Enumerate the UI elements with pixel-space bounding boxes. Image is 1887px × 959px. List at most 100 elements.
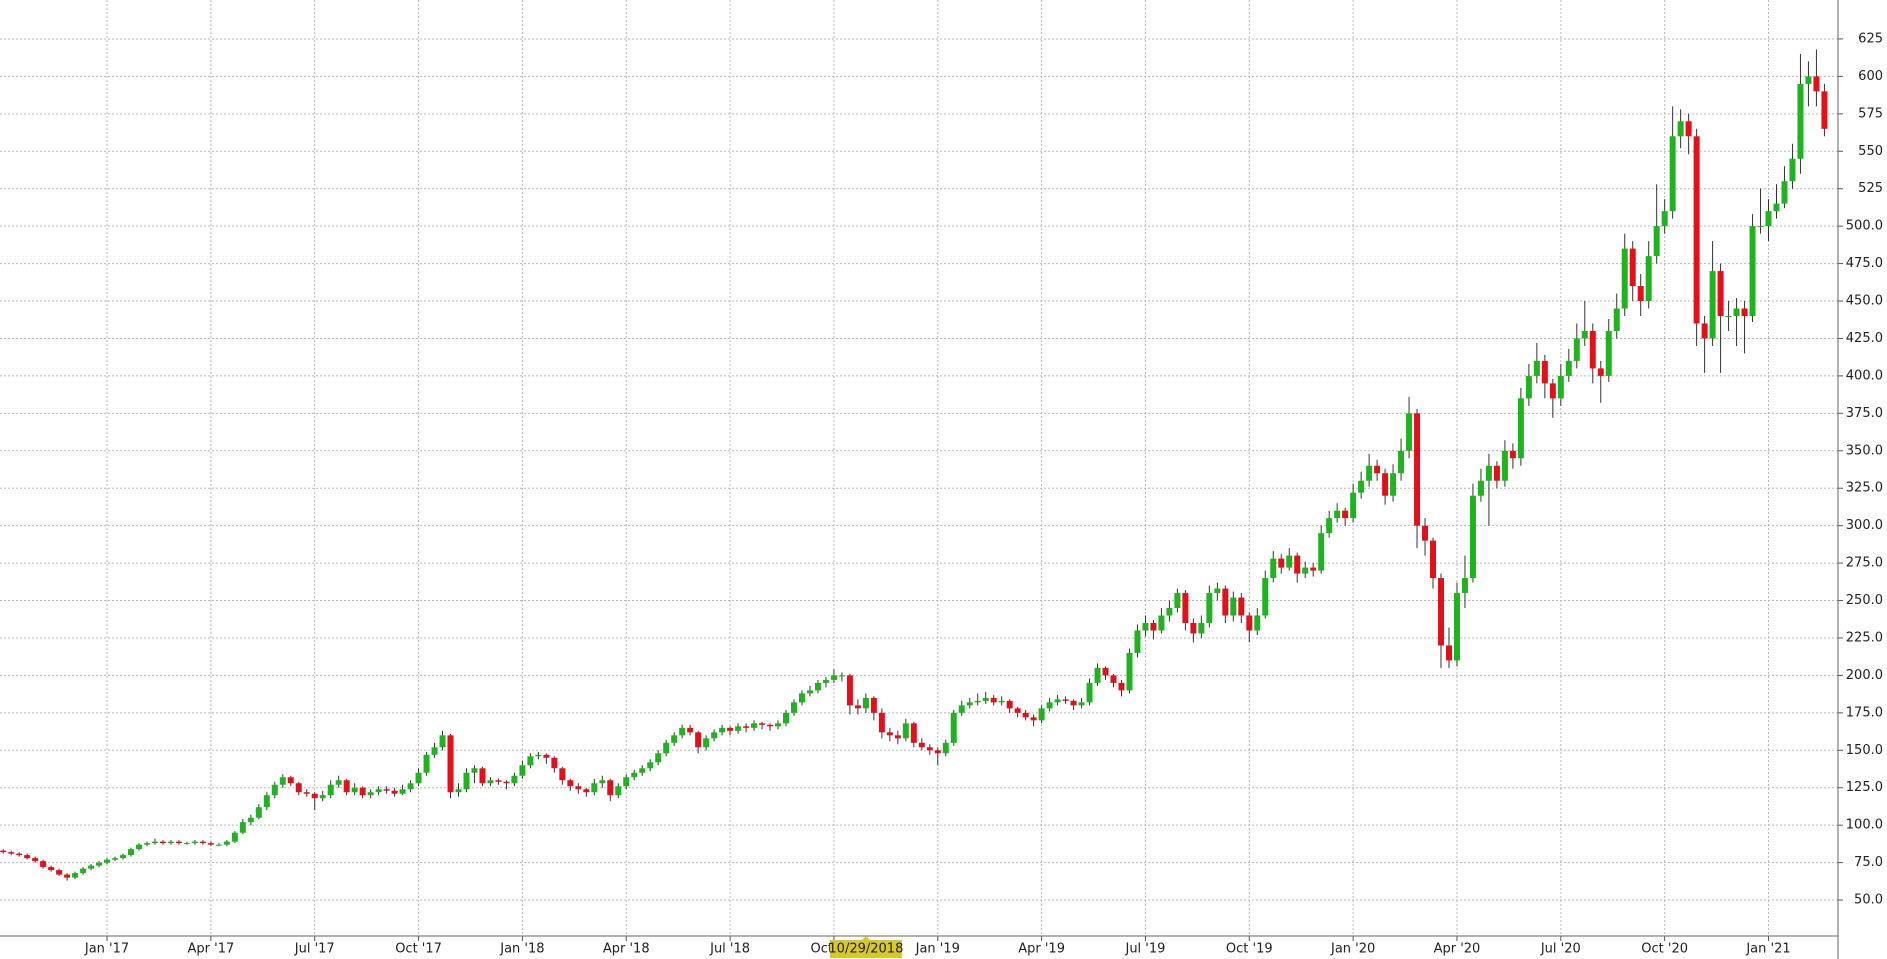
x-tick-label: Apr '18 bbox=[603, 942, 650, 957]
x-tick-label: Apr '19 bbox=[1018, 942, 1065, 957]
candle-body bbox=[287, 777, 294, 784]
candle-body bbox=[415, 772, 422, 784]
candle-body bbox=[870, 697, 877, 713]
y-tick-label: 450.0 bbox=[1846, 294, 1883, 309]
candle-body bbox=[1294, 555, 1301, 574]
candle-body bbox=[1142, 623, 1149, 631]
candle-body bbox=[583, 789, 590, 793]
candle-body bbox=[1525, 375, 1532, 399]
candle-body bbox=[1366, 465, 1373, 481]
candle-body bbox=[1717, 271, 1724, 316]
y-tick-label: 575 bbox=[1858, 106, 1883, 121]
candle-body bbox=[1334, 510, 1341, 519]
candle-body bbox=[128, 849, 134, 856]
candle-body bbox=[311, 793, 318, 799]
y-tick-label: 475.0 bbox=[1846, 256, 1883, 271]
candle-body bbox=[1469, 495, 1476, 579]
candle-body bbox=[838, 675, 845, 677]
candle-body bbox=[351, 787, 358, 793]
y-tick-label: 500.0 bbox=[1846, 219, 1883, 234]
candle-body bbox=[1621, 248, 1628, 309]
candle-body bbox=[551, 757, 558, 769]
candle-body bbox=[1398, 450, 1405, 474]
candle-body bbox=[1326, 518, 1333, 534]
candle-body bbox=[359, 787, 366, 796]
candle-body bbox=[1629, 248, 1636, 287]
candle-body bbox=[1557, 375, 1564, 399]
candle-body bbox=[1038, 708, 1045, 721]
candle-body bbox=[966, 702, 973, 706]
candle-body bbox=[1270, 558, 1277, 579]
candle-body bbox=[639, 768, 646, 773]
candle-body bbox=[926, 747, 933, 751]
candle-body bbox=[1805, 76, 1812, 84]
candle-body bbox=[135, 844, 142, 850]
candle-body bbox=[8, 852, 15, 854]
candle-body bbox=[1533, 360, 1540, 376]
candle-body bbox=[191, 841, 198, 844]
candle-body bbox=[1374, 465, 1381, 474]
y-tick-label: 100.0 bbox=[1846, 818, 1883, 833]
cursor-label-bg bbox=[829, 940, 902, 958]
candle-body bbox=[231, 832, 238, 842]
candle-body bbox=[599, 780, 606, 784]
candle-body bbox=[239, 822, 246, 833]
candle-body bbox=[1174, 593, 1181, 609]
candle-body bbox=[1190, 623, 1197, 634]
candle-body bbox=[527, 756, 534, 766]
x-tick-label: Oct '19 bbox=[1226, 942, 1273, 957]
candle-body bbox=[902, 723, 909, 739]
x-tick-label: Apr '17 bbox=[188, 942, 235, 957]
candle-body bbox=[1565, 360, 1572, 376]
candle-body bbox=[295, 783, 302, 793]
candle-body bbox=[327, 784, 334, 796]
y-tick-label: 325.0 bbox=[1846, 481, 1883, 496]
candle-body bbox=[775, 723, 782, 727]
candle-body bbox=[455, 789, 462, 793]
x-tick-label: Jan '17 bbox=[84, 942, 129, 957]
candle-body bbox=[1150, 623, 1157, 631]
candle-body bbox=[1134, 630, 1141, 653]
candle-body bbox=[175, 841, 182, 844]
candle-body bbox=[1430, 540, 1437, 579]
candle-body bbox=[1254, 615, 1261, 631]
candle-body bbox=[1821, 91, 1828, 129]
candle-body bbox=[1501, 450, 1508, 481]
candle-body bbox=[1382, 473, 1389, 496]
candle-body bbox=[783, 712, 789, 724]
candle-body bbox=[647, 762, 654, 769]
candle-body bbox=[743, 726, 750, 728]
candle-body bbox=[591, 783, 598, 793]
candle-body bbox=[375, 789, 382, 793]
candle-body bbox=[934, 750, 941, 754]
candle-body bbox=[1757, 226, 1764, 228]
candle-body bbox=[822, 679, 829, 683]
candle-body bbox=[1286, 555, 1293, 568]
candle-body bbox=[767, 724, 774, 727]
candle-body bbox=[1645, 256, 1652, 302]
candle-body bbox=[535, 754, 542, 757]
candle-body bbox=[407, 783, 414, 790]
candle-body bbox=[567, 780, 574, 787]
x-tick-label: Jan '19 bbox=[915, 942, 960, 957]
candle-body bbox=[846, 675, 853, 706]
candle-body bbox=[1310, 567, 1317, 571]
x-tick-label: Jul '18 bbox=[709, 942, 750, 957]
candle-body bbox=[1813, 76, 1820, 92]
candle-body bbox=[479, 768, 486, 784]
candle-body bbox=[1054, 699, 1061, 703]
candle-body bbox=[399, 789, 406, 794]
candle-body bbox=[1709, 271, 1716, 339]
candle-body bbox=[1230, 597, 1237, 616]
candle-body bbox=[1477, 480, 1484, 496]
candle-body bbox=[367, 792, 374, 796]
candle-body bbox=[319, 795, 326, 799]
candle-body bbox=[1509, 450, 1516, 459]
candle-body bbox=[167, 841, 174, 844]
candle-body bbox=[391, 790, 398, 794]
x-tick-label: Apr '20 bbox=[1434, 942, 1481, 957]
candle-body bbox=[543, 754, 550, 758]
y-tick-label: 150.0 bbox=[1846, 743, 1883, 758]
candle-body bbox=[335, 780, 342, 785]
y-tick-label: 350.0 bbox=[1846, 443, 1883, 458]
